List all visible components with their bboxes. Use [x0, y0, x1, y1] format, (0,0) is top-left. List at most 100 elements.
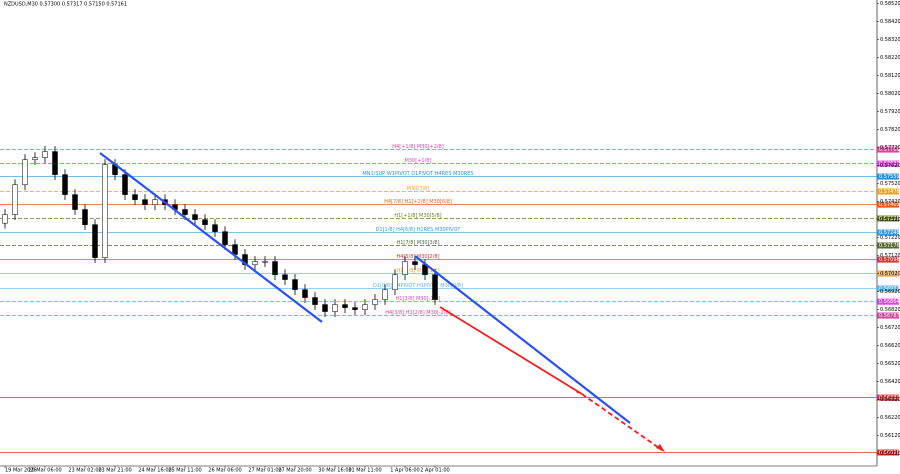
price-box-label: 0.56864 [879, 299, 900, 305]
candle-body [22, 159, 28, 185]
candles [2, 146, 438, 317]
price-box-label: 0.57020 [879, 271, 900, 277]
candle-body [392, 274, 398, 290]
candle-body [312, 297, 318, 305]
price-box [877, 146, 899, 153]
price-box [877, 188, 899, 195]
candle-body [372, 299, 378, 305]
level-label: M30[+1/8] [405, 158, 432, 164]
y-tick-label: 0.57120 [880, 253, 900, 259]
y-tick-label: 0.56520 [880, 361, 900, 367]
y-tick-label: 0.56320 [880, 397, 900, 403]
level-label: H1[+1/8] M30[5/8] [394, 213, 441, 219]
price-box [877, 256, 899, 263]
candle-body [82, 209, 88, 225]
candle-body [252, 261, 258, 265]
price-box-label: 0.57631 [879, 161, 900, 167]
candle-body [32, 157, 38, 160]
price-box [877, 312, 899, 319]
candle-body [272, 261, 278, 275]
candle-body [72, 194, 78, 210]
candle-body [152, 199, 158, 205]
candle-body [212, 224, 218, 232]
candle-body [352, 307, 358, 310]
y-tick-label: 0.57820 [880, 127, 900, 133]
candle-body [132, 194, 138, 200]
candle-body [92, 224, 98, 258]
y-tick-label: 0.58420 [880, 19, 900, 25]
x-tick-label: 27 Mar 01:00 [248, 468, 281, 474]
price-box [877, 215, 899, 222]
x-tick-label: 19 Mar 2026 [5, 468, 37, 474]
candle-body [362, 304, 368, 310]
projection-line [439, 306, 583, 395]
y-tick-label: 0.57520 [880, 181, 900, 187]
candle-body [12, 184, 18, 215]
level-label: MN1/SUP W1PIVOT D1PIVOT H4RES M30RES [362, 171, 473, 177]
y-tick-label: 0.58520 [880, 1, 900, 7]
candle-body [282, 274, 288, 280]
level-label: H4[3/8] H1[2/8] M30[-2/8] [385, 310, 450, 316]
price-box-label: 0.57248 [879, 230, 900, 236]
x-tick-label: 31 Mar 11:00 [348, 468, 381, 474]
candle-body [332, 304, 338, 312]
arrow-head [656, 444, 665, 452]
y-tick-label: 0.58120 [880, 73, 900, 79]
level-label: H1[7/8] M30[3/8] [396, 240, 439, 246]
x-tick-label: 25 Mar 11:00 [168, 468, 201, 474]
price-box [877, 160, 899, 167]
arrow-head [574, 388, 582, 394]
price-box [877, 242, 899, 249]
level-label: D1[1/8] H4[6/8] H1RES M30PIVOT [376, 227, 462, 233]
candle-body [222, 231, 228, 245]
price-box-label: 0.57176 [879, 243, 900, 249]
price-box [877, 298, 899, 305]
price-box-label: 0.56787 [879, 313, 900, 319]
price-box [877, 270, 899, 277]
candle-body [192, 214, 198, 220]
candle-body [412, 261, 418, 265]
level-label: H1[3/8] M30[-1/8] [396, 296, 441, 302]
level-label: H4[7/8] H1[+2/8] M30[6/8] [384, 199, 452, 205]
y-tick-label: 0.57920 [880, 109, 900, 115]
x-tick-label: 30 Mar 16:00 [318, 468, 351, 474]
price-box-label: 0.57476 [879, 189, 900, 195]
trend-line [414, 255, 631, 424]
level-label: M30[7/8] [407, 186, 430, 192]
y-tick-label: 0.56920 [880, 289, 900, 295]
candle-body [2, 214, 8, 224]
price-box-label: 0.56331 [879, 395, 900, 401]
y-tick-label: 0.58020 [880, 91, 900, 97]
projection-dashed [581, 393, 663, 451]
price-box-label: 0.57326 [879, 216, 900, 222]
price-box-label: 0.57403 [879, 202, 900, 208]
y-tick-label: 0.57720 [880, 145, 900, 151]
y-tick-label: 0.56720 [880, 325, 900, 331]
y-tick-label: 0.56020 [880, 451, 900, 457]
price-box-label: 0.57709 [879, 147, 900, 153]
level-label: H1[5/8] M30[1/8] [396, 268, 439, 274]
price-box-label: 0.57098 [879, 257, 900, 263]
y-tick-label: 0.56620 [880, 343, 900, 349]
y-tick-label: 0.56820 [880, 307, 900, 313]
candle-body [142, 199, 148, 205]
trend-line [99, 152, 323, 323]
y-tick-label: 0.58320 [880, 37, 900, 43]
x-tick-label: 1 Apr 06:00 [390, 468, 419, 474]
candle-body [62, 174, 68, 195]
candle-body [302, 289, 308, 298]
y-tick-label: 0.57020 [880, 271, 900, 277]
y-tick-label: 0.56120 [880, 433, 900, 439]
candle-body [182, 209, 188, 215]
candle-body [262, 261, 268, 263]
candle-body [52, 151, 58, 175]
x-tick-label: 2 Apr 01:00 [420, 468, 449, 474]
chart-title: NZDUSD,M30 0.57300 0.57317 0.57150 0.571… [4, 2, 127, 8]
level-label: D1[0/8] H4PIVOT H1PIVOT M30[0/8] [373, 283, 463, 289]
candle-body [292, 279, 298, 290]
candle-body [102, 164, 108, 258]
candle-body [232, 244, 238, 255]
price-box [877, 394, 899, 401]
